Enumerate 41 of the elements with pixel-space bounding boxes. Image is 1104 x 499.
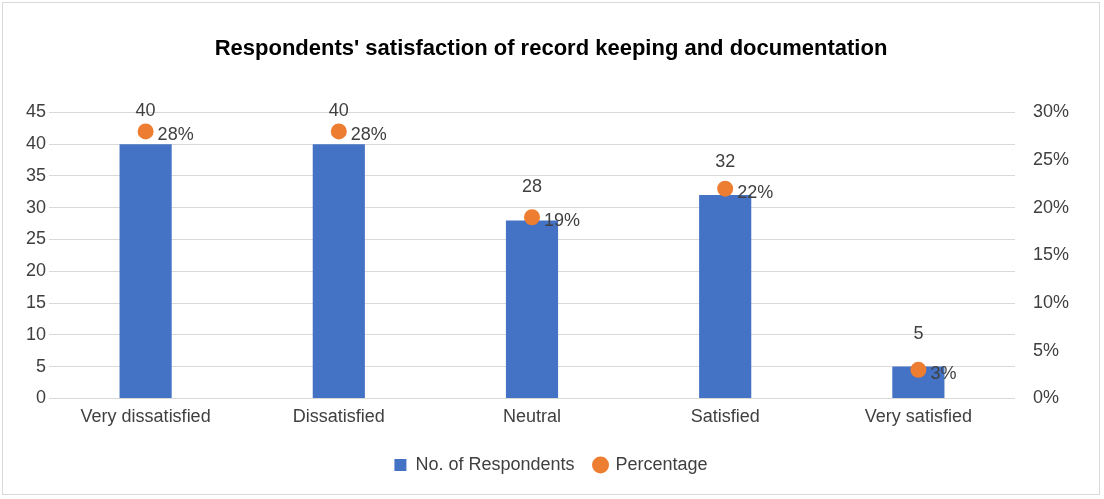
legend-label: No. of Respondents: [415, 453, 575, 474]
y2-tick-label: 0%: [1032, 387, 1059, 408]
y-tick-label: 15: [25, 292, 47, 313]
x-tick-label: Satisfied: [690, 406, 760, 427]
y-tick-label: 5: [36, 355, 47, 376]
data-label: 19%: [544, 210, 581, 231]
legend-label: Percentage: [615, 453, 708, 474]
y2-tick-label: 25%: [1032, 149, 1069, 170]
y-tick-label: 45: [25, 101, 47, 122]
x-tick-label: Very dissatisfied: [80, 406, 211, 427]
data-label: 22%: [737, 181, 774, 202]
y-tick-label: 10: [25, 323, 47, 344]
y-tick-label: 25: [25, 228, 47, 249]
data-label: 32: [715, 150, 736, 171]
point: [330, 123, 347, 140]
y-tick-label: 40: [25, 133, 47, 154]
point: [910, 361, 927, 378]
data-label: 40: [328, 100, 349, 121]
data-label: 28: [521, 176, 543, 197]
y2-tick-label: 30%: [1032, 101, 1069, 122]
data-label: 28%: [157, 124, 194, 145]
x-tick-label: Very satisfied: [864, 406, 972, 427]
bar: [119, 144, 172, 398]
x-tick-label: Neutral: [502, 406, 562, 427]
y2-tick-label: 5%: [1032, 339, 1059, 360]
point: [524, 209, 540, 226]
data-label: 40: [135, 100, 156, 121]
y2-tick-label: 10%: [1032, 292, 1069, 313]
chart-title: Respondents' satisfaction of record keeping and documentation: [214, 35, 888, 61]
y-tick-label: 30: [25, 196, 47, 217]
bar: [312, 144, 365, 398]
y2-tick-label: 15%: [1032, 244, 1069, 265]
y-tick-label: 20: [25, 260, 47, 281]
y-tick-label: 35: [25, 164, 47, 185]
point: [137, 123, 154, 140]
x-tick-label: Dissatisfied: [292, 406, 385, 427]
data-label: 5: [913, 322, 924, 343]
y-tick-label: 0: [36, 387, 47, 408]
point: [717, 180, 734, 197]
data-label: 28%: [350, 124, 387, 145]
y2-tick-label: 20%: [1032, 196, 1069, 217]
